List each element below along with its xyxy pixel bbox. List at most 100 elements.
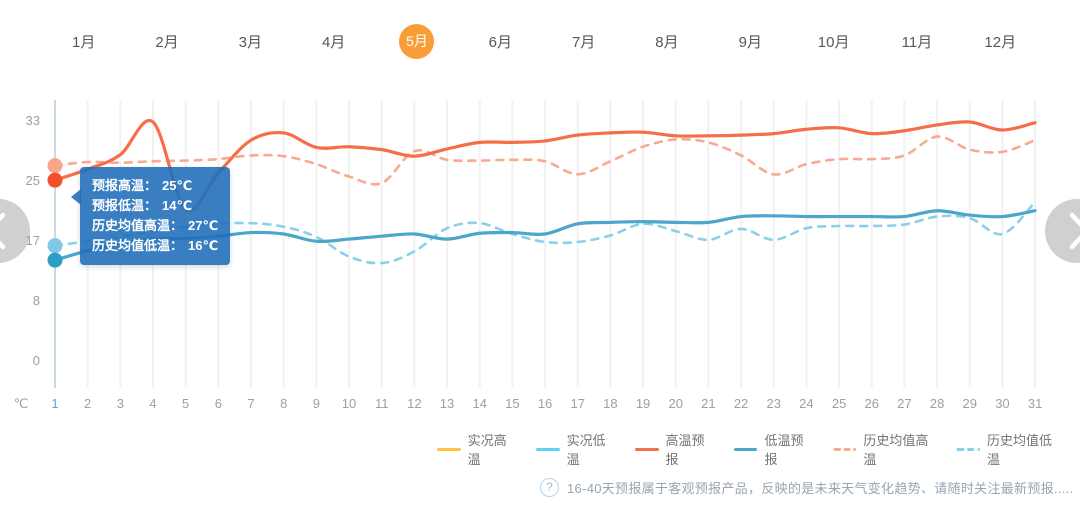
month-tab-4[interactable]: 4月 [292,21,375,61]
x-tick-label-day-17: 17 [570,396,585,411]
month-tab-label: 12月 [984,33,1017,51]
y-axis-unit-label: ℃ [13,396,29,411]
help-icon[interactable]: ? [540,478,559,497]
tooltip-row-forecast-low: 预报低温： 14℃ [92,198,193,213]
legend-label: 历史均值低温 [987,433,1053,467]
x-tick-label-day-18: 18 [603,396,618,411]
legend-swatch-actual-low [535,447,560,451]
x-tick-label-day-5: 5 [182,396,190,411]
legend-swatch-forecast-high [634,447,659,451]
x-tick-label-day-10: 10 [341,396,357,411]
next-month-button[interactable] [1045,199,1080,263]
legend-item-forecast-high[interactable]: 高温预报 [634,430,715,468]
y-tick-label: 25 [25,173,40,188]
legend-label: 实况高温 [467,433,507,467]
month-tab-6[interactable]: 6月 [459,21,542,61]
month-tab-label: 11月 [901,33,933,51]
y-tick-label: 8 [32,293,40,308]
x-tick-label-day-4: 4 [149,396,157,411]
month-tab-label: 3月 [238,33,262,51]
x-tick-label-day-31: 31 [1027,396,1043,411]
month-tab-label: 8月 [655,33,679,51]
x-tick-label-day-7: 7 [247,396,255,411]
tooltip-row-hist-high: 历史均值高温： 27℃ [92,218,219,233]
month-tab-label: 1月 [71,33,96,51]
x-tick-label-day-30: 30 [995,396,1010,411]
legend-item-actual-high[interactable]: 实况高温 [437,430,517,468]
month-tab-label: 9月 [738,33,762,51]
month-tab-3[interactable]: 3月 [209,21,292,61]
day1-dot-forecast-low [47,252,63,268]
x-tick-label-day-11: 11 [374,396,389,411]
x-tick-label-day-29: 29 [962,396,977,411]
prev-month-button[interactable] [0,199,30,263]
x-tick-label-day-16: 16 [537,396,553,411]
x-tick-label-day-14: 14 [472,396,487,411]
month-tabs: 1月 2月 3月 4月 5月 6月 7月 8月 9月 10月 11月 12月 [42,21,1042,61]
day1-dot-hist-avg-high [47,158,63,174]
legend-swatch-hist-avg-high [832,447,857,451]
x-tick-label-day-25: 25 [831,396,847,411]
legend-item-forecast-low[interactable]: 低温预报 [733,430,814,468]
legend-label: 低温预报 [764,433,804,467]
x-tick-label-day-24: 24 [799,396,814,411]
tooltip-row-hist-low: 历史均值低温： 16℃ [92,238,219,253]
month-tab-11[interactable]: 11月 [875,21,958,61]
x-tick-label-day-8: 8 [280,396,288,411]
legend-item-hist-avg-low[interactable]: 历史均值低温 [956,430,1061,468]
x-tick-label-day-23: 23 [766,396,781,411]
y-tick-label: 0 [32,353,40,368]
month-tab-10[interactable]: 10月 [792,21,875,61]
legend-swatch-forecast-low [733,447,758,451]
month-tab-9[interactable]: 9月 [709,21,792,61]
series-line-hist-avg-high [53,135,1037,186]
x-tick-label-day-3: 3 [116,396,124,411]
month-tab-label: 6月 [488,33,512,51]
x-tick-label-day-27: 27 [897,396,912,411]
x-tick-label-day-19: 19 [635,396,651,411]
legend-swatch-hist-avg-low [956,447,981,451]
x-tick-label-day-6: 6 [214,396,222,411]
month-tab-2[interactable]: 2月 [125,21,208,61]
legend-label: 历史均值高温 [863,433,929,467]
x-tick-label-day-26: 26 [864,396,879,411]
month-tab-label: 10月 [817,33,850,51]
chart-legend: 实况高温 实况低温 高温预报 低温预报 历史均值高温 历史均值低温 [437,430,1080,468]
month-tab-label: 2月 [155,33,179,51]
day-tooltip: 预报高温： 25℃ 预报低温： 14℃ 历史均值高温： 27℃ 历史均值低温： 16℃ [70,167,231,265]
chevron-right-icon [1069,212,1080,250]
chevron-left-icon [0,212,6,250]
month-tab-label: 5月 [399,23,435,59]
x-tick-label-day-9: 9 [312,396,320,411]
month-tab-label: 4月 [321,33,346,51]
x-tick-label-day-1: 1 [51,396,59,411]
x-tick-label-day-28: 28 [929,396,945,411]
tooltip-row-forecast-high: 预报高温： 25℃ [92,178,193,193]
x-tick-label-day-21: 21 [701,396,716,411]
y-tick-label: 33 [25,113,40,128]
footnote: ? 16-40天预报属于客观预报产品，反映的是未来天气变化趋势、请随时关注最新预… [540,478,1074,497]
x-tick-label-day-22: 22 [733,396,749,411]
month-tab-12[interactable]: 12月 [959,21,1042,61]
month-tab-label: 7月 [571,33,596,51]
legend-label: 高温预报 [665,433,705,467]
x-tick-label-day-2: 2 [84,396,92,411]
legend-item-hist-avg-high[interactable]: 历史均值高温 [832,430,938,468]
y-tick-label: 17 [25,233,40,248]
x-tick-label-day-15: 15 [505,396,520,411]
x-tick-label-day-20: 20 [668,396,683,411]
month-tab-7[interactable]: 7月 [542,21,625,61]
legend-swatch-actual-high [437,447,461,451]
legend-label: 实况低温 [566,433,606,467]
day1-dot-hist-avg-low [47,238,63,254]
x-tick-label-day-12: 12 [407,396,422,411]
legend-item-actual-low[interactable]: 实况低温 [535,430,616,468]
x-tick-label-day-13: 13 [439,396,455,411]
month-tab-1[interactable]: 1月 [42,21,125,61]
footnote-text: 16-40天预报属于客观预报产品，反映的是未来天气变化趋势、请随时关注最新预报.… [567,481,1074,496]
month-tab-8[interactable]: 8月 [625,21,708,61]
day1-dot-forecast-high [47,172,63,188]
month-tab-5[interactable]: 5月 [375,21,458,61]
